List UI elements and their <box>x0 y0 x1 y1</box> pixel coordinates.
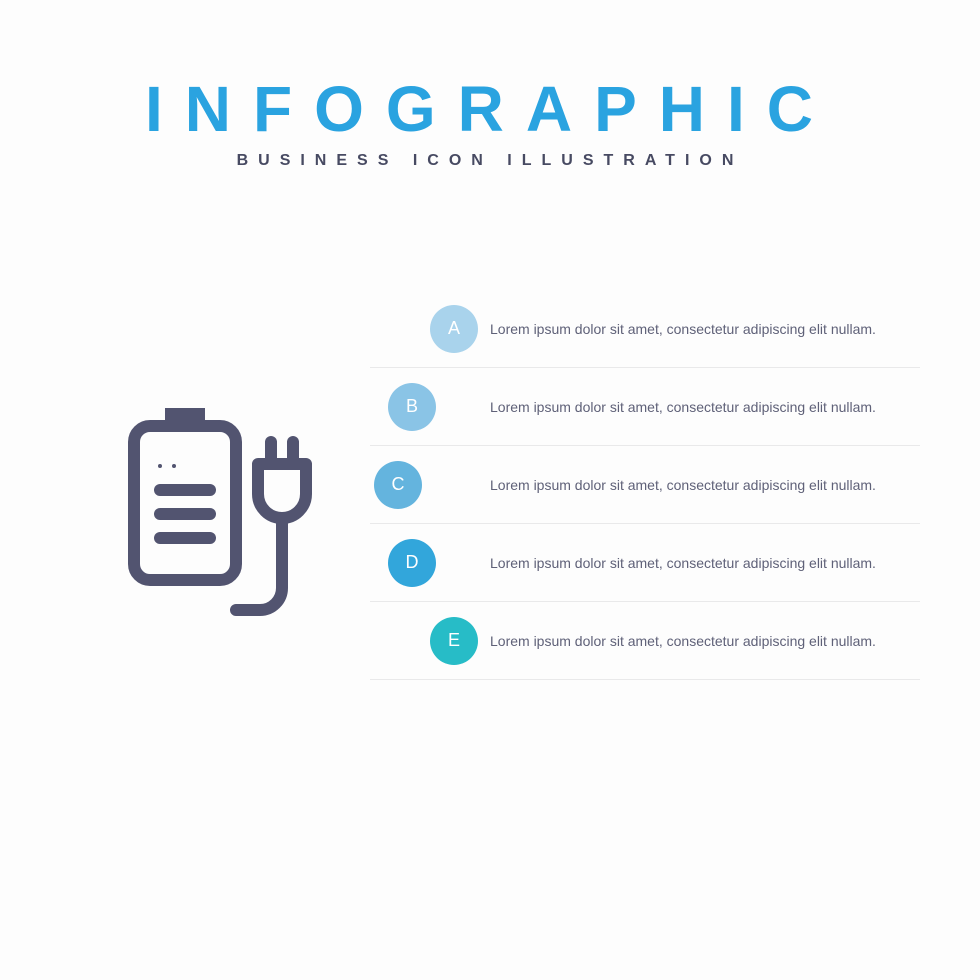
page-title: INFOGRAPHIC <box>0 72 980 146</box>
step-circle-a: A <box>430 305 478 353</box>
step-text-b: Lorem ipsum dolor sit amet, consectetur … <box>490 396 896 416</box>
step-text-c: Lorem ipsum dolor sit amet, consectetur … <box>490 474 896 494</box>
step-b: B Lorem ipsum dolor sit amet, consectetu… <box>370 368 920 446</box>
step-e: E Lorem ipsum dolor sit amet, consectetu… <box>370 602 920 680</box>
steps-list: A Lorem ipsum dolor sit amet, consectetu… <box>370 290 920 680</box>
step-text-e: Lorem ipsum dolor sit amet, consectetur … <box>490 630 896 650</box>
step-a: A Lorem ipsum dolor sit amet, consectetu… <box>370 290 920 368</box>
step-circle-d: D <box>388 539 436 587</box>
step-circle-c: C <box>374 461 422 509</box>
step-text-d: Lorem ipsum dolor sit amet, consectetur … <box>490 552 896 572</box>
step-circle-e: E <box>430 617 478 665</box>
header: INFOGRAPHIC BUSINESS ICON ILLUSTRATION <box>0 0 980 170</box>
battery-charge-icon <box>98 400 338 640</box>
step-c: C Lorem ipsum dolor sit amet, consectetu… <box>370 446 920 524</box>
step-d: D Lorem ipsum dolor sit amet, consectetu… <box>370 524 920 602</box>
step-circle-b: B <box>388 383 436 431</box>
step-text-a: Lorem ipsum dolor sit amet, consectetur … <box>490 318 896 338</box>
page-subtitle: BUSINESS ICON ILLUSTRATION <box>0 152 980 170</box>
content: A Lorem ipsum dolor sit amet, consectetu… <box>0 290 980 850</box>
